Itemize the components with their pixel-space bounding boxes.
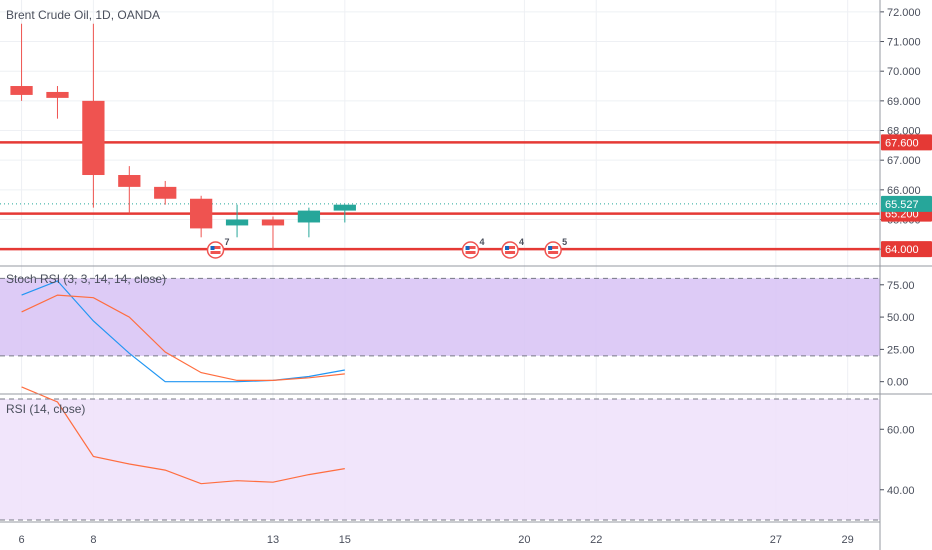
stoch-y-tick-label: 50.00 — [887, 312, 915, 324]
candles — [10, 23, 356, 250]
chart-title: Brent Crude Oil, 1D, OANDA — [6, 8, 160, 22]
indicator-bands — [0, 277, 880, 521]
y-tick-label: 71.000 — [887, 37, 921, 49]
event-flag-stripe — [465, 246, 476, 249]
x-tick-label: 15 — [339, 534, 351, 546]
event-flag-canton — [465, 246, 470, 250]
x-tick-label: 13 — [267, 534, 279, 546]
x-tick-label: 29 — [842, 534, 854, 546]
candle-body — [118, 175, 141, 187]
event-flag-canton — [548, 246, 553, 250]
event-flag-stripe — [505, 246, 516, 249]
y-tick-label: 66.000 — [887, 185, 921, 197]
titles: Brent Crude Oil, 1D, OANDA Stoch RSI (3,… — [6, 8, 166, 416]
last-price-tag — [881, 195, 932, 212]
event-flag-circle — [461, 241, 480, 259]
stoch-y-tick-label: 75.00 — [887, 280, 915, 292]
event-count-label: 4 — [519, 237, 524, 247]
event-count-label: 4 — [480, 237, 485, 247]
event-flag-icon[interactable] — [206, 241, 225, 259]
candle-body — [297, 210, 321, 223]
candle-body — [46, 91, 69, 98]
y-tick-label: 72.000 — [887, 7, 921, 19]
level-tag — [881, 241, 932, 258]
x-tick-label: 27 — [770, 534, 782, 546]
event-count-label: 5 — [562, 237, 567, 247]
event-markers: 7 4 4 5 — [206, 237, 567, 259]
event-flag-stripe — [548, 251, 559, 254]
x-tick-label: 20 — [518, 534, 530, 546]
event-flag-canton — [210, 246, 215, 250]
event-flag-stripe — [548, 246, 559, 249]
event-flag-stripe — [210, 246, 221, 249]
candle-body — [333, 204, 356, 211]
y-tick-label: 67.000 — [887, 155, 921, 167]
indicator-lines — [21, 280, 345, 485]
x-tick-label: 8 — [90, 534, 96, 546]
level-tag-label: 64.000 — [885, 244, 919, 256]
x-tick-label: 22 — [590, 534, 602, 546]
event-flag-circle — [544, 241, 562, 259]
horizontal-levels — [0, 141, 880, 251]
candle-body — [190, 198, 213, 229]
x-tick-label: 6 — [18, 534, 24, 546]
last-price-tag-label: 65.527 — [885, 199, 919, 211]
rsi-line — [21, 386, 345, 485]
candle-body — [261, 219, 285, 226]
stoch-rsi-k-line — [21, 280, 345, 383]
event-flag-icon[interactable] — [501, 241, 519, 259]
event-flag-canton — [505, 246, 510, 250]
stoch-rsi-band — [0, 278, 880, 356]
rsi-band — [0, 399, 880, 520]
grid — [0, 0, 880, 520]
y-tick-label: 69.000 — [887, 96, 921, 108]
event-flag-stripe — [210, 251, 221, 254]
candle-body — [10, 86, 33, 95]
stoch-y-tick-label: 25.00 — [887, 344, 915, 356]
candle-body — [82, 100, 105, 176]
stoch-y-tick-label: 0.00 — [887, 377, 908, 389]
y-tick-label: 70.000 — [887, 66, 921, 78]
event-flag-circle — [206, 241, 225, 259]
rsi-y-tick-label: 40.00 — [887, 485, 915, 497]
event-flag-icon[interactable] — [544, 241, 562, 259]
candle-body — [154, 186, 177, 199]
event-flag-icon[interactable] — [461, 241, 480, 259]
level-tag-label: 67.600 — [885, 137, 919, 149]
rsi-label: RSI (14, close) — [6, 402, 85, 416]
rsi-y-tick-label: 60.00 — [887, 424, 915, 436]
event-count-label: 7 — [225, 237, 230, 247]
candle-body — [225, 219, 249, 226]
event-flag-stripe — [465, 251, 476, 254]
level-tag — [881, 134, 932, 151]
event-flag-circle — [501, 241, 519, 259]
stoch-rsi-label: Stoch RSI (3, 3, 14, 14, close) — [6, 272, 166, 286]
stoch-rsi-d-line — [21, 294, 345, 381]
event-flag-stripe — [505, 251, 516, 254]
